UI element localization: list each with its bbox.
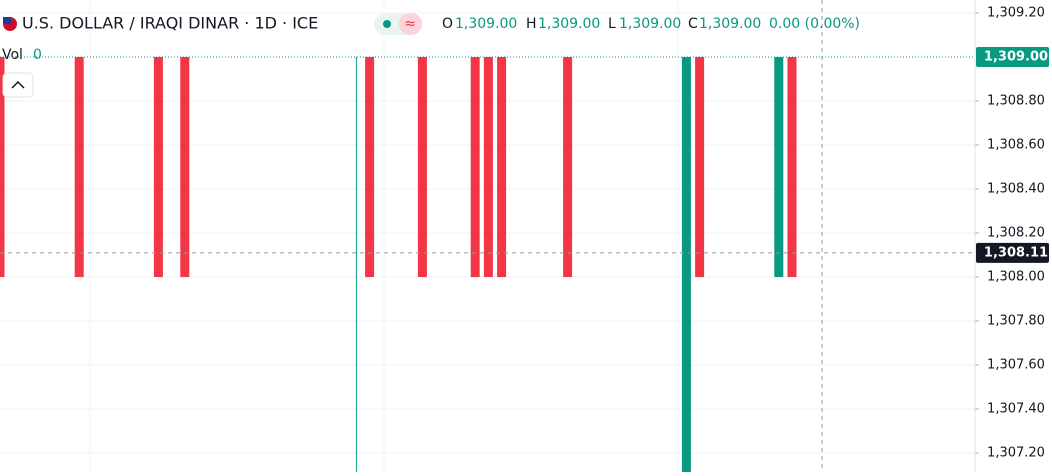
price-axis: 1,309.20 1,308.80 1,308.60 1,308.40 1,308.20… — [974, 0, 1049, 472]
y-tick-label: 1,308.80 — [987, 94, 1045, 109]
y-tick-label: 1,308.40 — [987, 182, 1045, 197]
ohlc-label: O — [442, 16, 453, 32]
change-value: 0.00 (0.00%) — [769, 16, 860, 32]
candle-body — [417, 56, 427, 278]
flag-icon — [3, 17, 11, 24]
last-price-tag — [976, 46, 1049, 67]
candle-body — [695, 56, 705, 278]
candle-body — [365, 56, 375, 278]
crosshair-label: 1,308.11 — [984, 245, 1048, 260]
candle-body — [0, 56, 5, 278]
candle-body — [787, 56, 797, 278]
candle-body — [355, 56, 357, 58]
candle-body — [483, 56, 493, 278]
candle-body — [470, 56, 480, 278]
candle-body — [74, 56, 84, 278]
candle-body — [681, 56, 691, 472]
candle-body — [153, 56, 163, 278]
delayed-icon: ≈ — [404, 16, 416, 32]
ohlc-label: L — [608, 16, 616, 32]
y-tick-label: 1,307.20 — [987, 446, 1045, 461]
ohlc-value: 1,309.00 — [699, 16, 761, 32]
candle-body — [563, 56, 573, 278]
y-tick-label: 1,308.60 — [987, 138, 1045, 153]
last-price-label: 1,309.00 — [984, 49, 1048, 64]
chevron-icon — [11, 80, 25, 89]
delayed-badge[interactable] — [399, 13, 422, 35]
candle-body — [180, 56, 190, 278]
y-tick-label: 1,307.60 — [987, 358, 1045, 373]
ohlc-label: H — [526, 16, 537, 32]
y-tick-label: 1,308.00 — [987, 270, 1045, 285]
crosshair-tag — [976, 242, 1049, 263]
market-open-dot — [383, 20, 391, 28]
volume-label: Vol — [2, 47, 23, 63]
candle-body — [774, 56, 784, 278]
volume-value: 0 — [33, 47, 42, 63]
title: U.S. DOLLAR / IRAQI DINAR · 1D · ICE — [22, 14, 318, 33]
y-tick-label: 1,309.20 — [987, 5, 1045, 20]
y-tick-label: 1,307.40 — [987, 402, 1045, 417]
ohlc-value: 1,309.00 — [619, 16, 681, 32]
ohlc-label: C — [688, 16, 698, 32]
y-tick-label: 1,308.20 — [987, 226, 1045, 241]
collapse-button[interactable] — [2, 72, 34, 98]
candle-body — [497, 56, 507, 278]
ohlc-value: 1,309.00 — [455, 16, 517, 32]
candles — [0, 56, 797, 472]
ohlc-value: 1,309.00 — [538, 16, 600, 32]
y-tick-label: 1,307.80 — [987, 314, 1045, 329]
